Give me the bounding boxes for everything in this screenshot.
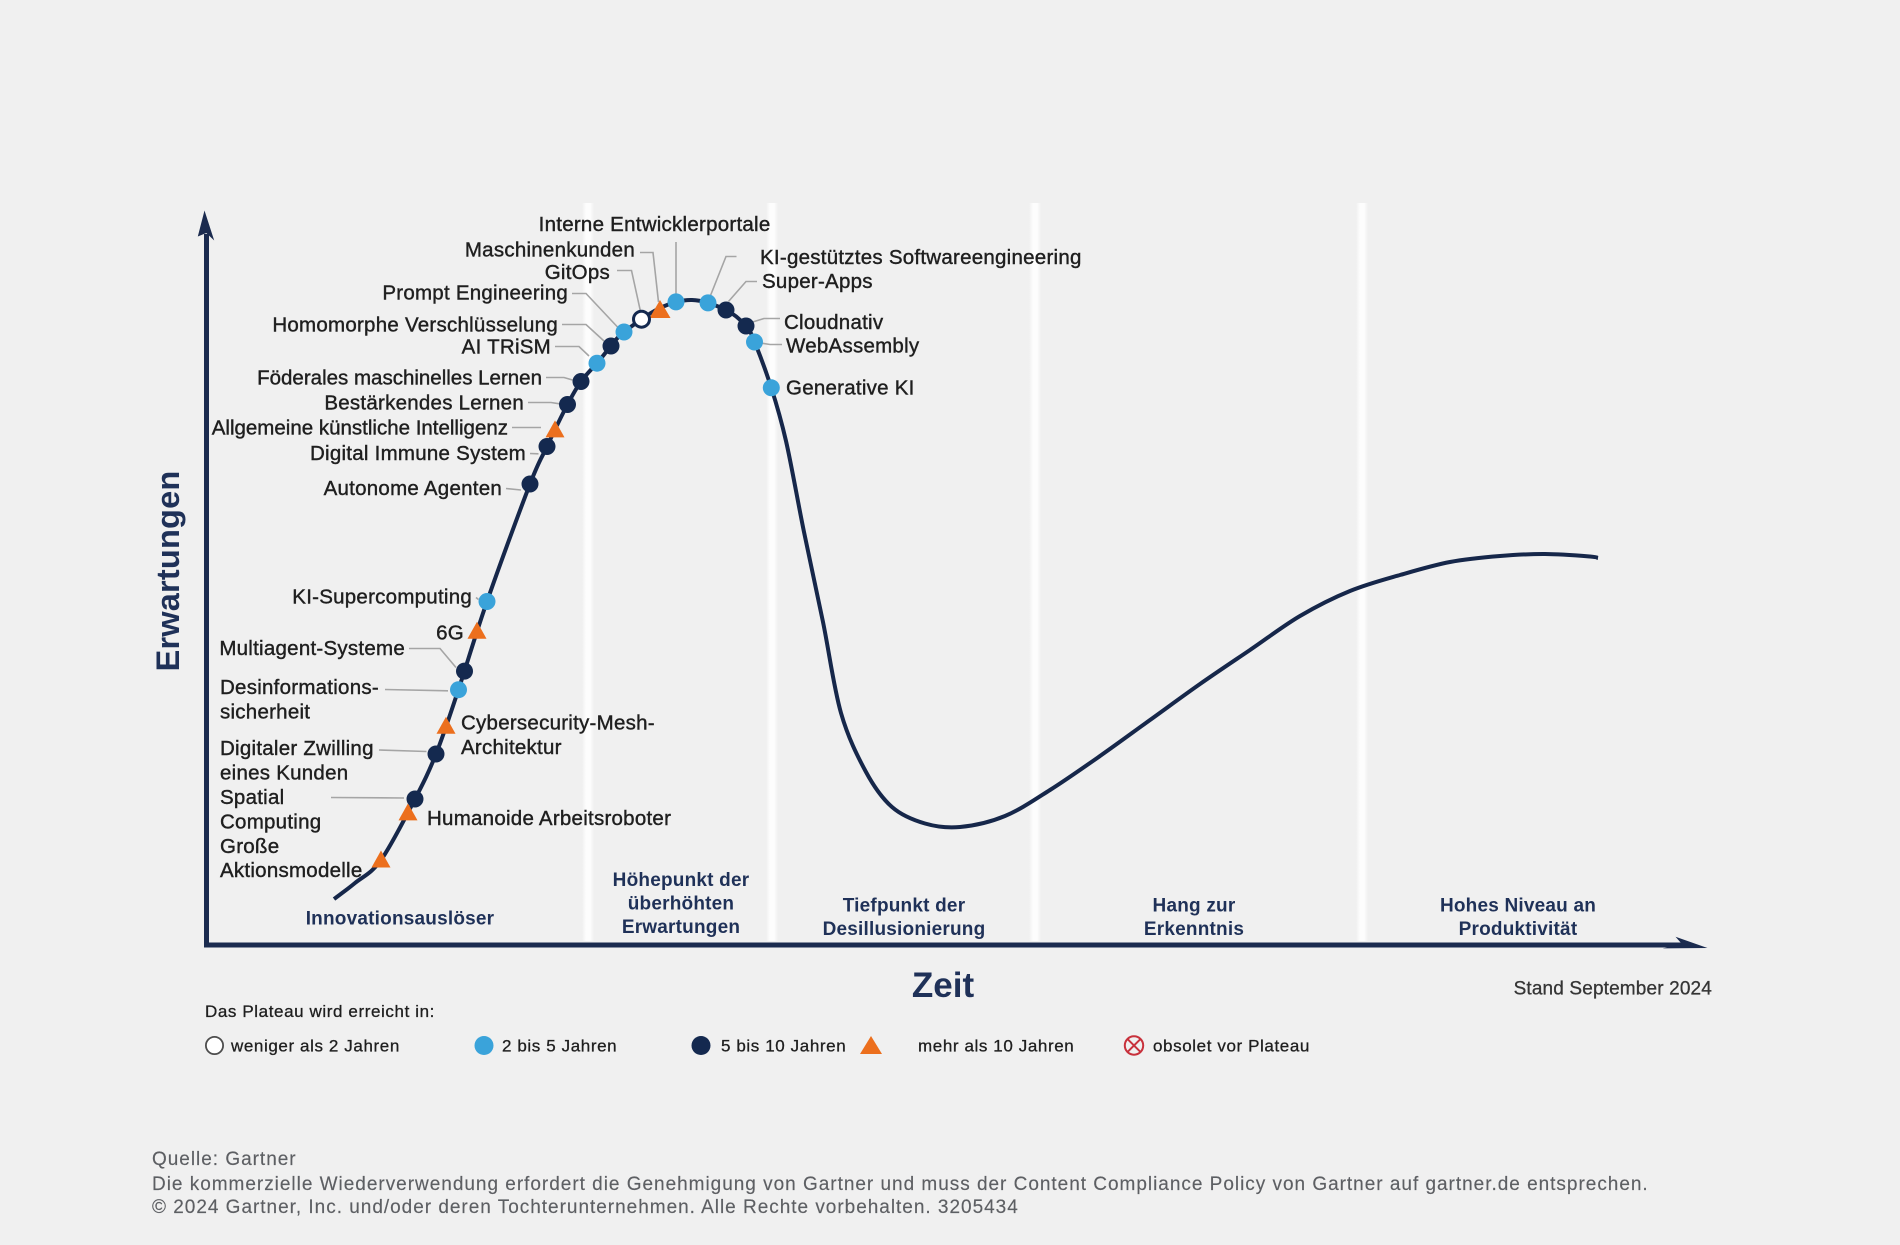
svg-text:obsolet vor Plateau: obsolet vor Plateau	[1153, 1037, 1310, 1056]
svg-text:Innovationsauslöser: Innovationsauslöser	[306, 909, 495, 930]
svg-text:Super-Apps: Super-Apps	[762, 270, 873, 293]
svg-text:Desinformations-: Desinformations-	[220, 676, 379, 699]
svg-text:Bestärkendes Lernen: Bestärkendes Lernen	[324, 392, 524, 415]
svg-text:Digital Immune System: Digital Immune System	[310, 442, 526, 465]
svg-text:Prompt Engineering: Prompt Engineering	[382, 282, 568, 305]
svg-text:Allgemeine künstliche Intellig: Allgemeine künstliche Intelligenz	[212, 417, 508, 440]
svg-text:© 2024 Gartner, Inc. und/oder: © 2024 Gartner, Inc. und/oder deren Toch…	[152, 1197, 1019, 1218]
svg-text:Hohes Niveau an: Hohes Niveau an	[1440, 896, 1596, 917]
svg-text:Erkenntnis: Erkenntnis	[1144, 919, 1244, 940]
svg-text:WebAssembly: WebAssembly	[786, 335, 920, 358]
svg-text:eines Kunden: eines Kunden	[220, 762, 348, 785]
svg-text:überhöhten: überhöhten	[628, 894, 735, 915]
svg-text:Zeit: Zeit	[912, 966, 975, 1005]
svg-text:Maschinenkunden: Maschinenkunden	[465, 239, 635, 262]
svg-text:sicherheit: sicherheit	[220, 701, 310, 724]
svg-text:Desillusionierung: Desillusionierung	[823, 919, 986, 940]
svg-text:GitOps: GitOps	[545, 261, 610, 284]
svg-text:weniger als 2 Jahren: weniger als 2 Jahren	[230, 1037, 400, 1056]
svg-text:Cybersecurity-Mesh-: Cybersecurity-Mesh-	[461, 712, 655, 735]
svg-text:Die kommerzielle Wiederverwend: Die kommerzielle Wiederverwendung erford…	[152, 1174, 1649, 1195]
svg-text:KI-Supercomputing: KI-Supercomputing	[292, 586, 472, 609]
svg-text:Autonome Agenten: Autonome Agenten	[324, 477, 502, 500]
svg-text:2 bis 5 Jahren: 2 bis 5 Jahren	[502, 1037, 617, 1056]
svg-text:Humanoide Arbeitsroboter: Humanoide Arbeitsroboter	[427, 807, 671, 830]
svg-text:Computing: Computing	[220, 811, 321, 834]
svg-text:5 bis 10 Jahren: 5 bis 10 Jahren	[721, 1037, 846, 1056]
svg-text:Homomorphe Verschlüsselung: Homomorphe Verschlüsselung	[272, 314, 558, 337]
svg-text:mehr als 10 Jahren: mehr als 10 Jahren	[918, 1037, 1074, 1056]
svg-text:Spatial: Spatial	[220, 786, 284, 809]
svg-text:AI TRiSM: AI TRiSM	[462, 336, 551, 359]
svg-text:Erwartungen: Erwartungen	[622, 917, 740, 938]
svg-text:Hang zur: Hang zur	[1153, 896, 1236, 917]
svg-text:Generative KI: Generative KI	[786, 377, 915, 400]
svg-text:Digitaler Zwilling: Digitaler Zwilling	[220, 737, 374, 760]
svg-text:Das Plateau wird erreicht in:: Das Plateau wird erreicht in:	[205, 1002, 435, 1021]
svg-text:Stand September 2024: Stand September 2024	[1514, 979, 1713, 1000]
svg-text:Interne Entwicklerportale: Interne Entwicklerportale	[539, 213, 771, 236]
svg-text:Höhepunkt der: Höhepunkt der	[613, 870, 750, 891]
svg-text:6G: 6G	[436, 622, 464, 645]
svg-text:Architektur: Architektur	[461, 736, 562, 759]
svg-text:Quelle: Gartner: Quelle: Gartner	[152, 1149, 297, 1170]
svg-text:Multiagent-Systeme: Multiagent-Systeme	[219, 637, 405, 660]
svg-text:KI-gestütztes Softwareengineer: KI-gestütztes Softwareengineering	[760, 246, 1082, 269]
svg-text:Produktivität: Produktivität	[1459, 919, 1578, 940]
svg-text:Föderales maschinelles Lernen: Föderales maschinelles Lernen	[257, 367, 542, 390]
svg-text:Große: Große	[220, 835, 279, 858]
svg-text:Cloudnativ: Cloudnativ	[784, 311, 884, 334]
svg-text:Erwartungen: Erwartungen	[150, 471, 186, 672]
svg-text:Aktionsmodelle: Aktionsmodelle	[220, 859, 363, 882]
svg-text:Tiefpunkt der: Tiefpunkt der	[843, 896, 966, 917]
